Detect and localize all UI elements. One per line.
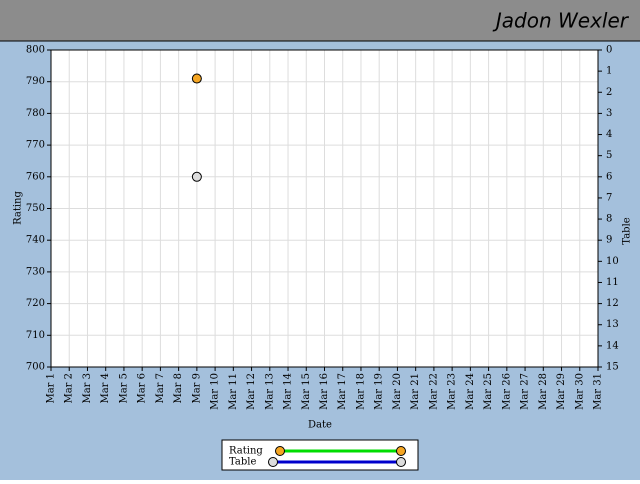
- legend-label: Table: [229, 457, 256, 468]
- x-tick-label: Mar 20: [392, 373, 403, 410]
- x-axis-title: Date: [308, 420, 332, 431]
- x-tick-label: Mar 29: [556, 373, 567, 410]
- y2-tick-label: 8: [606, 214, 612, 225]
- x-tick-label: Mar 27: [520, 373, 531, 410]
- legend-label: Rating: [229, 446, 263, 457]
- y-tick-label: 700: [26, 362, 45, 373]
- x-tick-label: Mar 30: [574, 373, 585, 410]
- y-tick-label: 750: [26, 203, 45, 214]
- x-tick-label: Mar 10: [210, 373, 221, 410]
- y2-axis-title: Table: [622, 217, 633, 244]
- x-tick-label: Mar 24: [465, 373, 476, 410]
- y-tick-label: 790: [26, 76, 45, 87]
- y-tick-label: 740: [26, 235, 45, 246]
- y-tick-label: 760: [26, 171, 45, 182]
- x-tick-label: Mar 6: [137, 373, 148, 404]
- y2-tick-label: 11: [606, 277, 619, 288]
- x-tick-label: Mar 16: [319, 373, 330, 410]
- y-axis-title: Rating: [13, 191, 24, 225]
- data-point: [191, 73, 202, 84]
- x-tick-label: Mar 19: [374, 373, 385, 410]
- legend-marker: [396, 446, 406, 456]
- y2-tick-label: 1: [606, 66, 612, 77]
- legend-marker: [275, 446, 285, 456]
- header: [0, 0, 640, 41]
- y2-tick-label: 13: [606, 319, 619, 330]
- y2-tick-label: 3: [606, 108, 612, 119]
- x-tick-label: Mar 28: [538, 373, 549, 410]
- y-tick-label: 800: [26, 45, 45, 56]
- x-tick-label: Mar 2: [64, 373, 75, 404]
- x-tick-label: Mar 7: [155, 373, 166, 404]
- y2-tick-label: 15: [606, 362, 619, 373]
- y2-tick-label: 10: [606, 256, 619, 267]
- x-tick-label: Mar 17: [337, 373, 348, 410]
- chart-title: Jadon Wexler: [492, 9, 630, 33]
- y-tick-label: 720: [26, 298, 45, 309]
- legend: [221, 439, 419, 471]
- y-tick-label: 780: [26, 108, 45, 119]
- x-tick-label: Mar 22: [428, 373, 439, 410]
- x-tick-label: Mar 14: [283, 373, 294, 410]
- x-tick-label: Mar 8: [173, 373, 184, 404]
- x-tick-label: Mar 21: [410, 373, 421, 410]
- legend-marker: [268, 457, 278, 467]
- x-tick-label: Mar 26: [501, 373, 512, 410]
- x-tick-label: Mar 13: [264, 373, 275, 410]
- x-tick-label: Mar 23: [447, 373, 458, 410]
- data-point: [191, 171, 202, 182]
- y-tick-label: 730: [26, 266, 45, 277]
- x-tick-label: Mar 5: [118, 373, 129, 404]
- y2-tick-label: 9: [606, 235, 612, 246]
- y2-tick-label: 7: [606, 192, 612, 203]
- y2-tick-label: 14: [606, 340, 619, 351]
- x-tick-label: Mar 9: [191, 373, 202, 404]
- x-tick-label: Mar 15: [301, 373, 312, 410]
- x-tick-label: Mar 3: [82, 373, 93, 404]
- x-tick-label: Mar 31: [593, 373, 604, 410]
- x-tick-label: Mar 18: [355, 373, 366, 410]
- legend-marker: [396, 457, 406, 467]
- y2-tick-label: 6: [606, 171, 612, 182]
- y2-tick-label: 0: [606, 45, 612, 56]
- x-tick-label: Mar 4: [100, 373, 111, 404]
- x-tick-label: Mar 11: [228, 373, 239, 410]
- y2-tick-label: 4: [606, 129, 612, 140]
- y2-tick-label: 12: [606, 298, 619, 309]
- y-tick-label: 770: [26, 140, 45, 151]
- y-tick-label: 710: [26, 330, 45, 341]
- x-tick-label: Mar 12: [246, 373, 257, 410]
- y2-tick-label: 2: [606, 87, 612, 98]
- x-tick-label: Mar 1: [46, 373, 57, 404]
- y2-tick-label: 5: [606, 150, 612, 161]
- x-tick-label: Mar 25: [483, 373, 494, 410]
